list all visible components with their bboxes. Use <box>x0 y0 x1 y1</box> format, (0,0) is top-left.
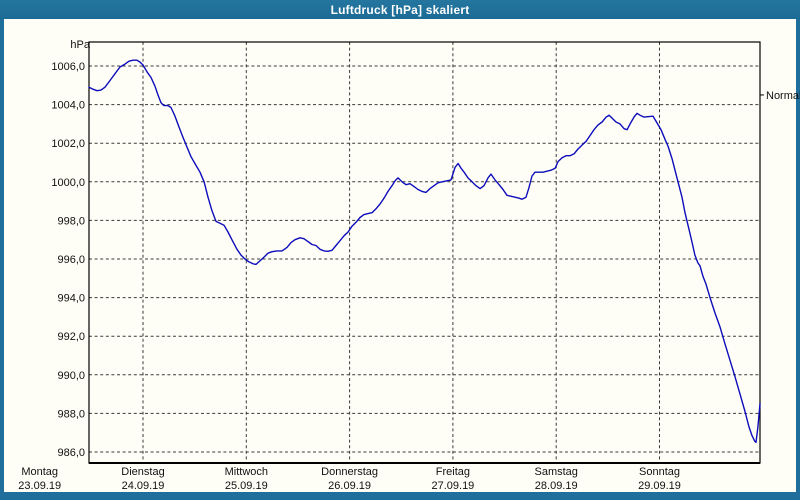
x-axis-date-label: 25.09.19 <box>225 480 268 492</box>
y-axis-tick-label: 1000,0 <box>51 177 85 189</box>
x-axis-day-label: Montag <box>21 466 58 478</box>
x-axis-day-label: Samstag <box>534 466 577 478</box>
y-axis-tick-label: 990,0 <box>57 370 85 382</box>
x-axis-date-label: 28.09.19 <box>535 480 578 492</box>
x-axis-date-label: 26.09.19 <box>328 480 371 492</box>
x-axis-date-label: 23.09.19 <box>18 480 61 492</box>
y-axis-tick-label: 1006,0 <box>51 61 85 73</box>
y-axis-tick-label: 1004,0 <box>51 100 85 112</box>
window-title: Luftdruck [hPa] skaliert <box>330 2 470 17</box>
y-axis-tick-label: 986,0 <box>57 447 85 459</box>
normal-label: Normal <box>766 90 800 102</box>
y-axis-tick-label: 996,0 <box>57 254 85 266</box>
y-axis-tick-label: 994,0 <box>57 293 85 305</box>
x-axis-day-label: Freitag <box>436 466 470 478</box>
x-axis-day-label: Donnerstag <box>321 466 378 478</box>
y-axis-tick-label: 988,0 <box>57 408 85 420</box>
x-axis-date-label: 27.09.19 <box>431 480 474 492</box>
x-axis-day-label: Sonntag <box>639 466 680 478</box>
y-axis-tick-label: 992,0 <box>57 331 85 343</box>
y-axis-unit-label: hPa <box>70 39 90 51</box>
x-axis-date-label: 24.09.19 <box>122 480 165 492</box>
x-axis-day-label: Dienstag <box>121 466 164 478</box>
pressure-line <box>88 59 761 444</box>
y-axis-tick-label: 1002,0 <box>51 138 85 150</box>
y-axis-tick-label: 998,0 <box>57 215 85 227</box>
x-axis-date-label: 29.09.19 <box>638 480 681 492</box>
window-titlebar[interactable]: Luftdruck [hPa] skaliert <box>0 0 800 19</box>
x-axis-day-label: Mittwoch <box>225 466 268 478</box>
